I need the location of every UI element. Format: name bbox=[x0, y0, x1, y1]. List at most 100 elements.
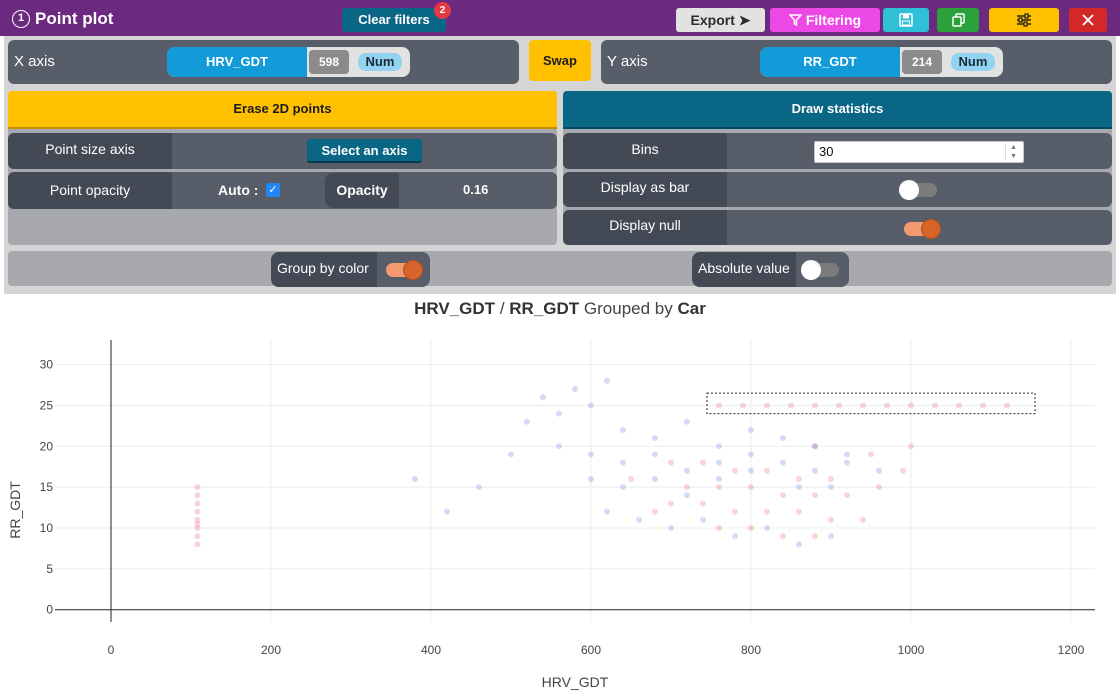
data-point bbox=[556, 410, 562, 417]
y-axis-count: 214 bbox=[902, 50, 942, 74]
chart-title-y: RR_GDT bbox=[509, 299, 580, 318]
x-tick-label: 200 bbox=[261, 643, 281, 657]
bins-spinner[interactable]: ▲ ▼ bbox=[1005, 143, 1021, 161]
data-point bbox=[836, 402, 842, 409]
data-point bbox=[900, 467, 906, 474]
data-point bbox=[716, 402, 722, 409]
x-axis-count: 598 bbox=[309, 50, 349, 74]
selection-box[interactable] bbox=[706, 392, 1036, 415]
data-point bbox=[668, 459, 674, 466]
data-point bbox=[412, 475, 418, 482]
x-axis-title: HRV_GDT bbox=[542, 674, 609, 690]
window-title: Point plot bbox=[35, 9, 114, 28]
bins-label: Bins bbox=[563, 133, 727, 169]
erase-2d-points-button[interactable]: Erase 2D points bbox=[8, 91, 557, 129]
opacity-label: Opacity bbox=[325, 173, 399, 208]
data-point bbox=[194, 516, 201, 523]
group-by-color-toggle[interactable] bbox=[386, 260, 423, 280]
data-point bbox=[876, 484, 882, 491]
data-point bbox=[748, 451, 754, 458]
data-point bbox=[796, 541, 802, 548]
data-point bbox=[524, 418, 530, 425]
data-point bbox=[884, 402, 890, 409]
copy-button[interactable] bbox=[937, 8, 979, 32]
data-point bbox=[572, 386, 578, 393]
data-point bbox=[796, 508, 802, 515]
y-axis-label: Y axis bbox=[607, 53, 648, 70]
data-point bbox=[732, 508, 738, 515]
y-axis-row: Y axis RR_GDT 214 Num bbox=[601, 40, 1112, 84]
data-point bbox=[716, 459, 722, 466]
bins-input[interactable]: 30 ▲ ▼ bbox=[814, 141, 1024, 163]
data-point bbox=[764, 402, 770, 409]
data-point bbox=[588, 451, 594, 458]
title-bar: 1 Point plot Clear filters 2 Export ➤ Fi… bbox=[0, 0, 1120, 36]
y-axis-variable-name[interactable]: RR_GDT bbox=[760, 47, 900, 77]
save-button[interactable] bbox=[883, 8, 929, 32]
data-point bbox=[812, 443, 818, 450]
settings-button[interactable] bbox=[989, 8, 1059, 32]
draw-statistics-button[interactable]: Draw statistics bbox=[563, 91, 1112, 129]
data-point bbox=[194, 541, 201, 548]
x-axis-label: X axis bbox=[14, 53, 55, 70]
display-as-bar-toggle[interactable] bbox=[899, 180, 937, 200]
data-point bbox=[828, 533, 834, 540]
x-axis-chip[interactable]: HRV_GDT 598 Num bbox=[167, 47, 410, 77]
data-point bbox=[668, 500, 674, 507]
data-point bbox=[932, 402, 938, 409]
plot-ticks: 0 200 400 600 800 1000 1200 0 5 10 15 20 25 30 bbox=[40, 358, 1085, 657]
x-tick-label: 800 bbox=[741, 643, 761, 657]
chart-title-group: Car bbox=[677, 299, 706, 318]
y-axis-chip[interactable]: RR_GDT 214 Num bbox=[760, 47, 1003, 77]
x-tick-label: 0 bbox=[108, 643, 115, 657]
data-point bbox=[652, 435, 658, 442]
data-point bbox=[652, 475, 658, 482]
x-tick-label: 600 bbox=[581, 643, 601, 657]
data-point bbox=[812, 443, 818, 450]
close-button[interactable] bbox=[1069, 8, 1107, 32]
data-point bbox=[604, 508, 610, 515]
data-point bbox=[868, 451, 874, 458]
absolute-value-toggle[interactable] bbox=[801, 260, 839, 280]
data-point bbox=[194, 520, 201, 527]
data-point bbox=[844, 451, 850, 458]
data-point bbox=[812, 533, 818, 540]
swap-axes-button[interactable]: Swap bbox=[529, 40, 591, 81]
select-an-axis-button[interactable]: Select an axis bbox=[307, 139, 422, 163]
data-point bbox=[812, 402, 818, 409]
group-by-color-option: Group by color bbox=[271, 252, 430, 287]
display-null-toggle[interactable] bbox=[904, 219, 941, 239]
toggle-knob bbox=[403, 260, 423, 280]
data-point bbox=[828, 516, 834, 523]
y-tick-label: 20 bbox=[40, 439, 54, 453]
data-point bbox=[194, 508, 201, 515]
data-point bbox=[812, 492, 818, 499]
data-point bbox=[604, 377, 610, 384]
y-tick-label: 10 bbox=[40, 521, 54, 535]
point-size-axis-label: Point size axis bbox=[8, 133, 172, 169]
export-button[interactable]: Export ➤ bbox=[676, 8, 765, 32]
opacity-value[interactable]: 0.16 bbox=[463, 182, 489, 197]
filtering-button[interactable]: Filtering bbox=[770, 8, 880, 32]
window-number-badge: 1 bbox=[12, 10, 30, 28]
auto-opacity-checkbox[interactable]: ✓ bbox=[266, 183, 280, 197]
data-point bbox=[716, 475, 722, 482]
data-point bbox=[716, 484, 722, 491]
data-point bbox=[194, 484, 201, 491]
data-point bbox=[788, 402, 794, 409]
x-tick-label: 1000 bbox=[898, 643, 925, 657]
group-by-color-label: Group by color bbox=[271, 252, 377, 287]
display-as-bar-label: Display as bar bbox=[563, 172, 727, 207]
clear-filters-button[interactable]: Clear filters bbox=[342, 8, 446, 32]
data-point bbox=[860, 516, 866, 523]
data-point bbox=[732, 467, 738, 474]
scatter-plot[interactable]: 0 200 400 600 800 1000 1200 0 5 10 15 20 25 30 HRV_GD… bbox=[0, 320, 1120, 700]
data-point bbox=[796, 484, 802, 491]
data-point bbox=[764, 525, 770, 531]
filtering-label: Filtering bbox=[805, 12, 862, 28]
display-null-row: Display null bbox=[563, 210, 1112, 245]
chart-title: HRV_GDT / RR_GDT Grouped by Car bbox=[0, 299, 1120, 319]
x-axis-variable-name[interactable]: HRV_GDT bbox=[167, 47, 307, 77]
y-tick-label: 25 bbox=[40, 398, 54, 412]
display-null-label: Display null bbox=[563, 210, 727, 245]
